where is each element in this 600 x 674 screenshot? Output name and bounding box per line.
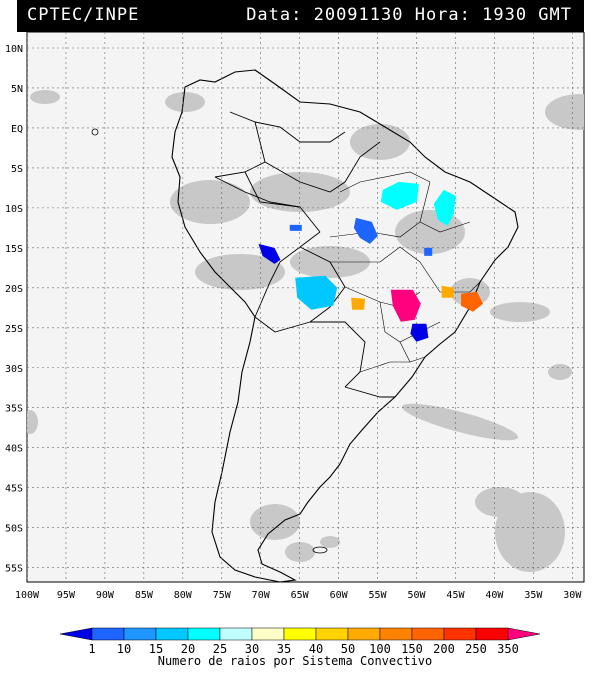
country-borders (214, 111, 395, 398)
colorbar-box (347, 627, 381, 641)
lat-label: 25S (5, 324, 23, 335)
colorbar-labels: 1 10 15 20 25 30 35 40 50 100 150 200 250 350 (88, 642, 518, 656)
colorbar-label: 20 (181, 642, 195, 656)
lon-label: 95W (57, 590, 76, 601)
lon-label: 55W (369, 590, 388, 601)
colorbar-box (283, 627, 317, 641)
lat-label: 5S (11, 164, 23, 175)
colorbar-box (59, 627, 93, 641)
colorbar: 1 10 15 20 25 30 35 40 50 100 150 200 250 350 Numero … (0, 620, 600, 670)
colorbar-label: 15 (149, 642, 163, 656)
colorbar-box (379, 627, 413, 641)
lon-label: 40W (485, 590, 504, 601)
lon-label: 65W (291, 590, 310, 601)
source-label: CPTEC/INPE (27, 5, 140, 25)
datetime-label: Data: 20091130 Hora: 1930 GMT (246, 5, 572, 25)
map-panel: 10N 5N EQ 5S 10S 15S 20S 25S 30S 35S 40S 45S 50S 55S … (0, 31, 600, 612)
colorbar-box (507, 627, 541, 641)
colorbar-label: 250 (465, 642, 487, 656)
colorbar-box (315, 627, 349, 641)
colorbar-svg: 1 10 15 20 25 30 35 40 50 100 150 200 250 350 Numero … (59, 627, 541, 668)
latitude-labels: 10N 5N EQ 5S 10S 15S 20S 25S 30S 35S 40S 45S 50S 55S (5, 44, 23, 575)
convective-system (351, 297, 366, 310)
falkland-islands (312, 546, 328, 554)
convective-system (433, 189, 456, 226)
lat-label: 35S (5, 404, 23, 415)
map-header: CPTEC/INPE Data: 20091130 Hora: 1930 GMT (17, 0, 584, 32)
colorbar-box (155, 627, 189, 641)
colorbar-title: Numero de raios por Sistema Convectivo (158, 654, 433, 668)
lon-label: 75W (213, 590, 232, 601)
map-graticule (27, 32, 584, 582)
lon-label: 50W (407, 590, 426, 601)
convective-system (295, 275, 338, 310)
colorbar-box (251, 627, 285, 641)
lat-label: 20S (5, 284, 23, 295)
colorbar-box (187, 627, 221, 641)
lon-label: 100W (15, 590, 40, 601)
colorbar-label: 100 (369, 642, 391, 656)
colorbar-box (219, 627, 253, 641)
lon-label: 30W (563, 590, 582, 601)
lon-label: 70W (252, 590, 271, 601)
convective-systems (258, 181, 484, 342)
colorbar-label: 25 (213, 642, 227, 656)
lon-label: 60W (330, 590, 349, 601)
colorbar-label: 40 (309, 642, 323, 656)
colorbar-label: 50 (341, 642, 355, 656)
convective-system (410, 323, 429, 342)
lat-label: 30S (5, 364, 23, 375)
lat-label: 5N (11, 84, 23, 95)
convective-system (424, 247, 433, 256)
colorbar-box (475, 627, 509, 641)
convective-system (461, 291, 484, 312)
colorbar-box (123, 627, 157, 641)
convective-system (258, 243, 281, 264)
convective-system (289, 224, 302, 231)
lon-label: 90W (96, 590, 115, 601)
colorbar-label: 150 (401, 642, 423, 656)
colorbar-box (91, 627, 125, 641)
colorbar-label: 10 (117, 642, 131, 656)
convective-system (441, 285, 454, 298)
colorbar-label: 200 (433, 642, 455, 656)
colorbar-label: 1 (88, 642, 95, 656)
lat-label: 50S (5, 524, 23, 535)
colorbar-box (411, 627, 445, 641)
colorbar-label: 350 (497, 642, 519, 656)
galapagos-islands (91, 128, 99, 136)
lon-label: 45W (446, 590, 465, 601)
lat-label: 10N (5, 44, 23, 55)
convective-system (390, 289, 421, 322)
map-svg: 10N5NEQ5S10S15S20S25S30S35S40S45S50S55S … (5, 31, 585, 601)
lat-label: 40S (5, 444, 23, 455)
lat-label: 55S (5, 564, 23, 575)
lon-label: 35W (524, 590, 543, 601)
south-america-outline (171, 69, 519, 582)
lat-label: 45S (5, 484, 23, 495)
colorbar-label: 35 (277, 642, 291, 656)
colorbar-box (443, 627, 477, 641)
lat-label: 10S (5, 204, 23, 215)
lat-label: EQ (11, 124, 23, 135)
lon-label: 80W (174, 590, 193, 601)
lat-label: 15S (5, 244, 23, 255)
lon-label: 85W (135, 590, 154, 601)
convective-system (353, 217, 378, 244)
colorbar-label: 30 (245, 642, 259, 656)
convective-system (380, 181, 419, 210)
longitude-labels: 100W 95W 90W 85W 80W 75W 70W 65W 60W 55W 50W 45W 40W… (15, 590, 582, 601)
colorbar-boxes (59, 627, 541, 641)
